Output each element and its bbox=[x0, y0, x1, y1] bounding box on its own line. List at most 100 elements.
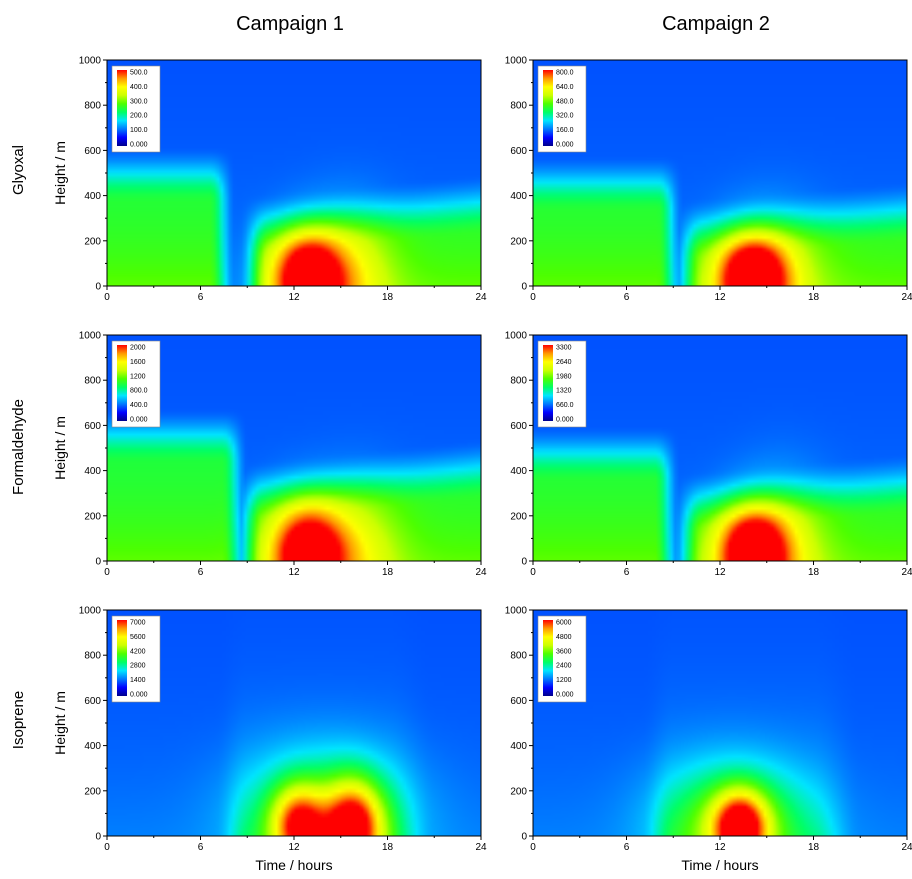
x-tick-label: 6 bbox=[624, 292, 630, 303]
colorbar-tick-label: 400.0 bbox=[130, 402, 148, 409]
y-tick-label: 200 bbox=[510, 786, 527, 797]
column-title-campaign-2: Campaign 2 bbox=[662, 13, 770, 35]
colorbar-tick-label: 800.0 bbox=[130, 388, 148, 395]
colorbar-tick-label: 5600 bbox=[130, 634, 146, 641]
colorbar-tick-label: 1200 bbox=[130, 373, 146, 380]
colorbar-tick-label: 320.0 bbox=[556, 113, 574, 120]
colorbar bbox=[117, 620, 127, 696]
x-tick-label: 0 bbox=[530, 567, 536, 578]
x-tick-label: 6 bbox=[624, 567, 630, 578]
y-tick-label: 1000 bbox=[79, 56, 102, 67]
row-label-formaldehyde: Formaldehyde bbox=[10, 399, 27, 495]
colorbar-tick-label: 300.0 bbox=[130, 98, 148, 105]
y-tick-label: 800 bbox=[84, 376, 101, 387]
y-tick-label: 600 bbox=[510, 421, 527, 432]
colorbar-tick-label: 1400 bbox=[130, 677, 146, 684]
row-label-isoprene: Isoprene bbox=[10, 691, 27, 749]
colorbar-tick-label: 800.0 bbox=[556, 70, 574, 77]
x-tick-label: 24 bbox=[475, 842, 487, 853]
colorbar-tick-label: 2400 bbox=[556, 663, 572, 670]
x-tick-label: 18 bbox=[382, 842, 394, 853]
colorbar bbox=[543, 620, 553, 696]
x-tick-label: 12 bbox=[714, 567, 726, 578]
y-tick-label: 600 bbox=[84, 696, 101, 707]
y-tick-label: 600 bbox=[510, 146, 527, 157]
x-tick-label: 12 bbox=[714, 292, 726, 303]
y-tick-label: 0 bbox=[521, 282, 527, 293]
y-tick-label: 1000 bbox=[79, 331, 102, 342]
y-tick-label: 200 bbox=[510, 236, 527, 247]
y-tick-label: 800 bbox=[84, 101, 101, 112]
colorbar-tick-label: 660.0 bbox=[556, 402, 574, 409]
x-tick-label: 24 bbox=[901, 842, 912, 853]
x-tick-label: 18 bbox=[808, 292, 820, 303]
y-tick-label: 0 bbox=[521, 557, 527, 568]
x-tick-label: 18 bbox=[382, 292, 394, 303]
x-tick-label: 0 bbox=[530, 842, 536, 853]
y-tick-label: 0 bbox=[95, 832, 101, 843]
panel-isoprene-campaign-2: 0 6 12 18 24 0 200 400 600 800 1000 Time / hours 600… bbox=[505, 606, 912, 874]
panel-formaldehyde-campaign-2: 0 6 12 18 24 0 200 400 600 800 1000 3300 2640 1980 132… bbox=[505, 331, 912, 579]
y-tick-label: 0 bbox=[95, 282, 101, 293]
y-tick-label: 0 bbox=[521, 832, 527, 843]
heatmap-image bbox=[533, 610, 907, 836]
x-tick-label: 12 bbox=[288, 292, 300, 303]
x-tick-label: 0 bbox=[104, 292, 110, 303]
colorbar-tick-label: 500.0 bbox=[130, 70, 148, 77]
x-tick-label: 18 bbox=[808, 567, 820, 578]
x-tick-label: 6 bbox=[198, 292, 204, 303]
x-tick-label: 18 bbox=[808, 842, 820, 853]
colorbar-tick-label: 0.000 bbox=[130, 417, 148, 424]
y-tick-label: 400 bbox=[510, 191, 527, 202]
colorbar bbox=[543, 70, 553, 146]
colorbar-tick-label: 6000 bbox=[556, 620, 572, 627]
heatmap-image bbox=[107, 60, 481, 286]
y-tick-label: 400 bbox=[510, 466, 527, 477]
y-axis-label: Height / m bbox=[52, 691, 68, 755]
colorbar-tick-label: 3600 bbox=[556, 648, 572, 655]
colorbar-tick-label: 1320 bbox=[556, 388, 572, 395]
heatmap-image bbox=[533, 335, 907, 561]
y-tick-label: 800 bbox=[510, 651, 527, 662]
y-tick-label: 1000 bbox=[505, 606, 528, 617]
colorbar-tick-label: 4200 bbox=[130, 648, 146, 655]
y-tick-label: 600 bbox=[510, 696, 527, 707]
y-tick-label: 0 bbox=[95, 557, 101, 568]
panel-glyoxal-campaign-1: 0 6 12 18 24 0 200 400 600 800 1000 Height / m 500.0… bbox=[52, 56, 487, 304]
colorbar-tick-label: 1980 bbox=[556, 373, 572, 380]
colorbar-tick-label: 2800 bbox=[130, 663, 146, 670]
y-tick-label: 1000 bbox=[505, 56, 528, 67]
y-tick-label: 600 bbox=[84, 146, 101, 157]
colorbar-tick-label: 4800 bbox=[556, 634, 572, 641]
colorbar-tick-label: 0.000 bbox=[556, 417, 574, 424]
x-tick-label: 12 bbox=[288, 567, 300, 578]
y-tick-label: 200 bbox=[84, 236, 101, 247]
colorbar-tick-label: 400.0 bbox=[130, 84, 148, 91]
colorbar-tick-label: 200.0 bbox=[130, 113, 148, 120]
colorbar-tick-label: 1200 bbox=[556, 677, 572, 684]
colorbar bbox=[117, 345, 127, 421]
colorbar-tick-label: 640.0 bbox=[556, 84, 574, 91]
x-tick-label: 0 bbox=[104, 567, 110, 578]
x-tick-label: 24 bbox=[475, 292, 487, 303]
colorbar-tick-label: 480.0 bbox=[556, 98, 574, 105]
colorbar-tick-label: 0.000 bbox=[556, 692, 574, 699]
y-tick-label: 200 bbox=[84, 511, 101, 522]
heatmap-image bbox=[107, 335, 481, 561]
x-tick-label: 18 bbox=[382, 567, 394, 578]
panel-isoprene-campaign-1: 0 6 12 18 24 0 200 400 600 800 1000 Height / m Time … bbox=[52, 606, 487, 874]
y-tick-label: 1000 bbox=[79, 606, 102, 617]
y-tick-label: 400 bbox=[84, 741, 101, 752]
colorbar-tick-label: 7000 bbox=[130, 620, 146, 627]
y-tick-label: 200 bbox=[84, 786, 101, 797]
y-tick-label: 800 bbox=[84, 651, 101, 662]
y-axis-label: Height / m bbox=[52, 416, 68, 480]
heatmap-image bbox=[107, 610, 481, 836]
x-tick-label: 24 bbox=[475, 567, 487, 578]
x-tick-label: 6 bbox=[624, 842, 630, 853]
colorbar-tick-label: 0.000 bbox=[130, 692, 148, 699]
y-tick-label: 400 bbox=[84, 191, 101, 202]
heatmap-image bbox=[533, 60, 907, 286]
